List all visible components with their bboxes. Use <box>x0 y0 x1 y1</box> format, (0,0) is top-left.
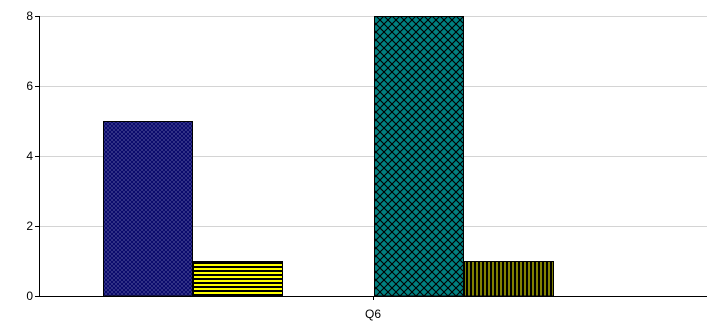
bar-4 <box>464 261 554 297</box>
bar-3 <box>374 16 464 297</box>
axes <box>35 16 707 300</box>
bars <box>103 16 554 297</box>
y-tick-label: 6 <box>26 79 33 93</box>
tick-labels: 0 2 4 6 8 Q6 <box>26 9 381 321</box>
y-tick-label: 8 <box>26 9 33 23</box>
y-tick-label: 4 <box>26 149 33 163</box>
bar-2 <box>193 261 283 297</box>
y-tick-label: 0 <box>26 289 33 303</box>
x-tick-label: Q6 <box>365 307 381 321</box>
y-tick-label: 2 <box>26 219 33 233</box>
bar-1 <box>103 121 193 297</box>
